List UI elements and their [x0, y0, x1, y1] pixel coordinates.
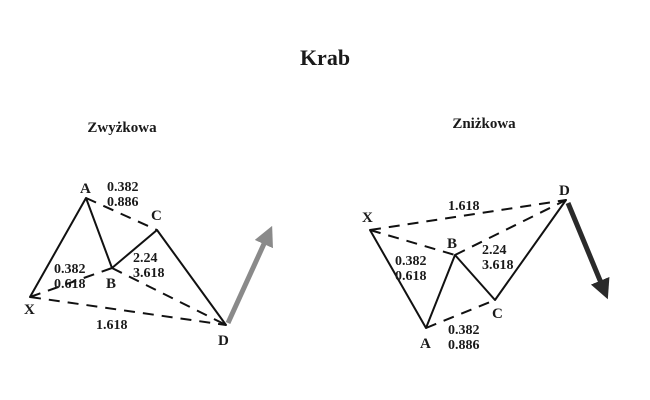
bearish-ac-ratio-bottom: 0.886 [448, 338, 480, 353]
bearish-bd-dashed-line [454, 199, 567, 256]
bullish-bc-ratio-top: 2.24 [133, 251, 158, 266]
bearish-xab-ratio-top: 0.382 [395, 254, 427, 269]
bullish-xab-ratio-bottom: 0.618 [54, 277, 86, 292]
bearish-point-b: B [447, 236, 457, 252]
bearish-point-x: X [362, 210, 373, 226]
bullish-point-c: C [151, 208, 162, 224]
bullish-up-arrow [225, 225, 273, 325]
bullish-bc-ratio-bottom: 3.618 [133, 266, 165, 281]
bullish-point-a: A [80, 181, 91, 197]
bullish-xd-ratio: 1.618 [96, 318, 128, 333]
bearish-label: Zniżkowa [452, 116, 516, 132]
bullish-bd-dashed-line [111, 267, 227, 326]
bearish-bc-ratio-top: 2.24 [482, 243, 507, 258]
bearish-ac-dashed-line [425, 299, 496, 329]
bearish-xb-dashed-line [369, 229, 456, 256]
bearish-down-arrow [565, 202, 610, 300]
bullish-label: Zwyżkowa [87, 120, 157, 136]
bullish-point-b: B [106, 276, 116, 292]
bullish-point-d: D [218, 333, 229, 349]
bullish-ac-dashed-line [85, 197, 158, 231]
bullish-xb-dashed-line [29, 267, 113, 298]
diagram-title: Krab [300, 45, 350, 70]
bearish-bc-ratio-bottom: 3.618 [482, 258, 514, 273]
bearish-pattern: Zniżkowa X A B C D 1.618 0.382 0.618 2.2… [362, 116, 610, 353]
bullish-point-x: X [24, 302, 35, 318]
bullish-xab-ratio-top: 0.382 [54, 262, 86, 277]
bearish-ac-ratio-top: 0.382 [448, 323, 480, 338]
bullish-pattern: Zwyżkowa X A B C D 0.382 0.886 0.382 0.6… [24, 120, 273, 349]
bearish-point-a: A [420, 336, 431, 352]
bullish-ab-ratio-bottom: 0.886 [107, 195, 139, 210]
bullish-xd-dashed-line [29, 296, 227, 326]
bearish-xab-ratio-bottom: 0.618 [395, 269, 427, 284]
bearish-point-c: C [492, 306, 503, 322]
bearish-xd-dashed-line [369, 199, 567, 231]
bearish-xd-ratio: 1.618 [448, 199, 480, 214]
bearish-point-d: D [559, 183, 570, 199]
bullish-ab-ratio-top: 0.382 [107, 180, 139, 195]
